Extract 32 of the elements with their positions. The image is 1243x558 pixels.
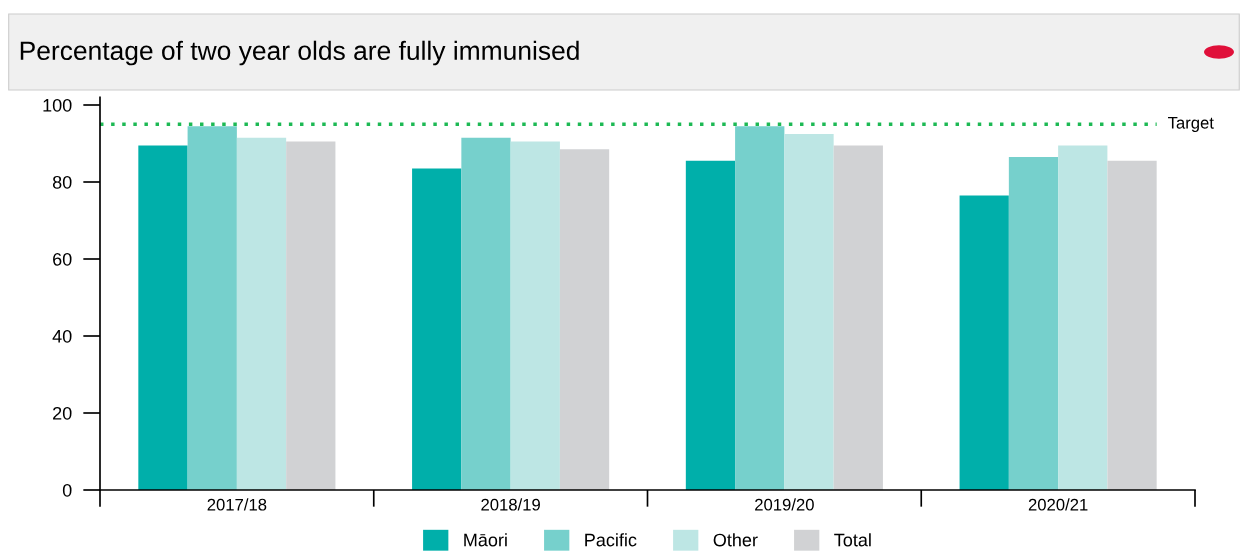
bar: [1107, 160, 1157, 490]
y-tick-label: 40: [52, 329, 72, 343]
bar: [236, 137, 287, 490]
bar: [1058, 145, 1108, 490]
bar: [461, 137, 511, 490]
y-tick-label: 80: [52, 175, 72, 189]
x-tick-label: 2017/18: [207, 498, 267, 511]
bar: [187, 126, 237, 490]
x-tick-label: 2018/19: [481, 498, 540, 511]
bar: [286, 141, 336, 490]
bar: [510, 141, 560, 490]
x-tick-label: 2019/20: [755, 498, 814, 511]
legend-label: Pacific: [585, 533, 637, 547]
y-tick-label: 0: [62, 483, 72, 497]
ref-line-label: Target: [1168, 117, 1214, 133]
bar: [138, 145, 188, 490]
legend-label: Other: [713, 533, 758, 547]
y-tick-label: 60: [53, 252, 72, 266]
bar: [959, 195, 1009, 490]
bar: [1008, 156, 1059, 490]
y-tick-label: 100: [43, 98, 72, 112]
x-tick-label: 2020/21: [1028, 498, 1088, 511]
y-tick-label: 20: [53, 406, 72, 420]
bar: [685, 160, 736, 490]
bar: [559, 149, 610, 490]
bar: [833, 145, 883, 490]
bar: [412, 168, 462, 490]
bar: [784, 133, 834, 490]
legend-label: Total: [834, 533, 871, 547]
chart-title: Percentage of two year olds are fully immunised: [20, 40, 579, 66]
bar: [735, 126, 785, 490]
legend-label: Māori: [464, 533, 507, 547]
